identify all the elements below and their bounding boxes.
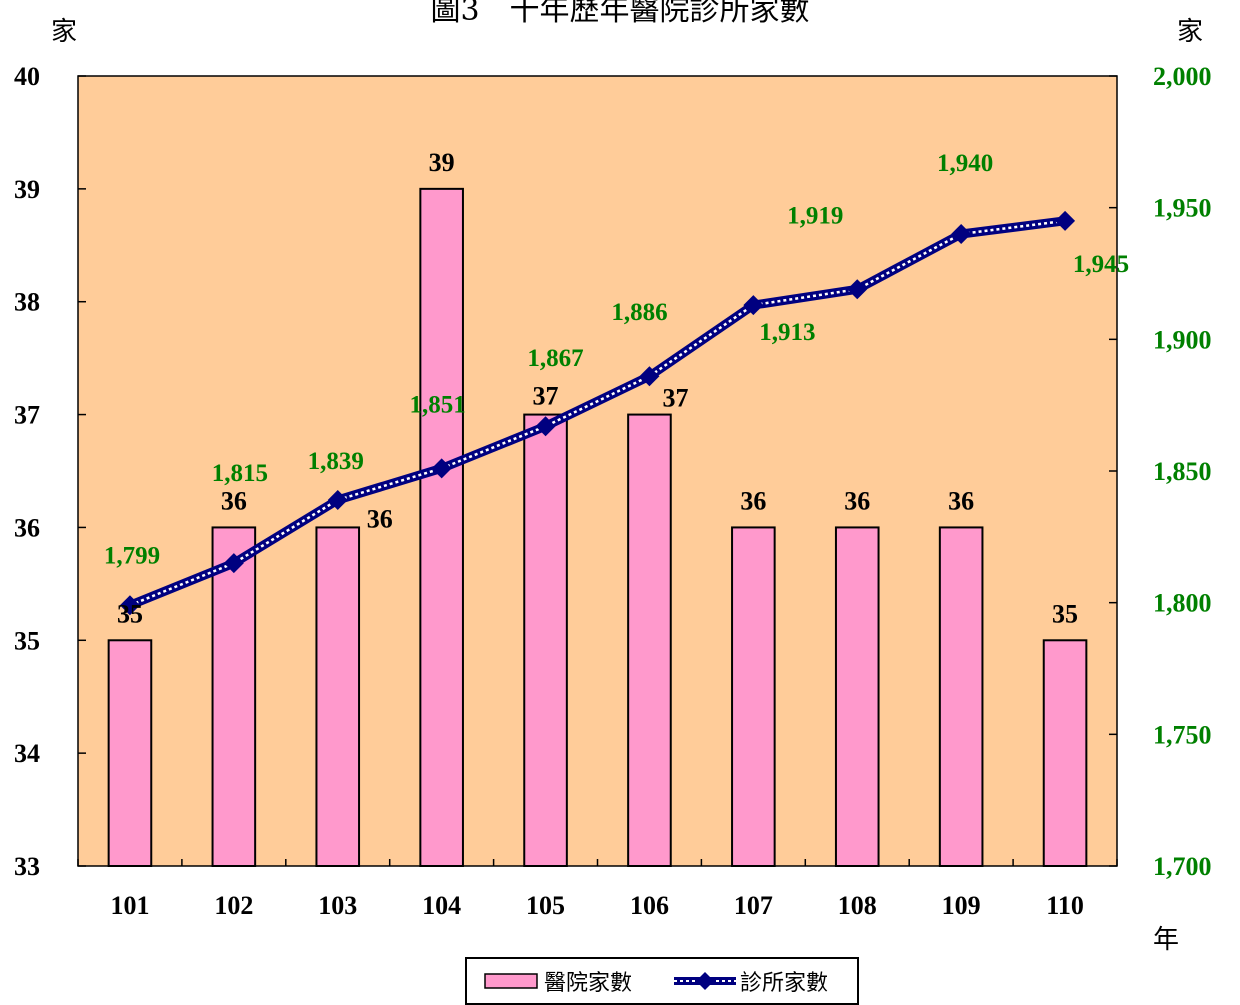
clinic-line-label: 1,913 bbox=[759, 319, 815, 346]
legend-swatch-hospital bbox=[484, 973, 538, 989]
right-tick-label: 1,700 bbox=[1153, 852, 1212, 881]
hospital-bar-label: 39 bbox=[429, 148, 455, 177]
chart-title: 圖3 十年歷年醫院診所家數 bbox=[430, 0, 809, 28]
clinic-line-label: 1,851 bbox=[410, 391, 466, 418]
x-axis-unit: 年 bbox=[1153, 925, 1179, 955]
left-tick-label: 37 bbox=[14, 401, 40, 430]
clinic-point-marker bbox=[1055, 210, 1076, 231]
clinic-line-label: 1,839 bbox=[308, 448, 364, 475]
x-tick-label: 103 bbox=[318, 891, 357, 920]
hospital-bar-label: 37 bbox=[662, 384, 688, 413]
x-tick-label: 102 bbox=[214, 891, 253, 920]
left-tick-label: 40 bbox=[14, 62, 40, 91]
legend-marker-clinic bbox=[696, 972, 714, 990]
hospital-bar bbox=[107, 639, 153, 867]
x-axis: 101 102 103 104 105 106 107 108 109 110 bbox=[77, 859, 1118, 920]
left-axis-unit: 家 bbox=[51, 17, 77, 47]
legend: 醫院家數 診所家數 bbox=[465, 957, 859, 1005]
right-axis: 1,700 1,750 1,800 1,850 1,900 1,950 2,000 bbox=[1109, 62, 1212, 881]
hospital-bar bbox=[315, 526, 361, 868]
left-tick-label: 38 bbox=[14, 288, 40, 317]
x-tick-label: 104 bbox=[422, 891, 461, 920]
hospital-bar bbox=[211, 526, 257, 868]
hospital-bar-label: 36 bbox=[948, 486, 974, 515]
right-tick-label: 1,900 bbox=[1153, 325, 1212, 354]
clinic-point-marker bbox=[431, 458, 452, 479]
hospital-bar-label: 36 bbox=[221, 486, 247, 515]
clinic-point-marker bbox=[743, 295, 764, 316]
hospital-bar bbox=[627, 413, 672, 867]
left-tick-label: 35 bbox=[14, 626, 40, 655]
hospital-bar bbox=[419, 187, 464, 868]
right-tick-label: 1,850 bbox=[1153, 457, 1212, 486]
x-tick-label: 110 bbox=[1046, 891, 1084, 920]
clinic-line-labels: 1,799 1,815 1,839 1,851 1,867 1,886 1,913 1,919… bbox=[104, 150, 1129, 569]
hospital-bar-label: 35 bbox=[117, 599, 143, 628]
clinic-line-label: 1,886 bbox=[611, 299, 667, 326]
hospital-bar bbox=[523, 413, 568, 867]
hospital-bar-label: 35 bbox=[1052, 599, 1078, 628]
legend-label-hospital: 醫院家數 bbox=[544, 971, 632, 996]
x-tick-label: 105 bbox=[526, 891, 565, 920]
clinic-point-marker bbox=[119, 595, 140, 616]
x-tick-label: 109 bbox=[942, 891, 981, 920]
x-tick-label: 106 bbox=[630, 891, 669, 920]
clinic-point-marker bbox=[847, 279, 868, 300]
x-tick-label: 108 bbox=[838, 891, 877, 920]
hospital-bar bbox=[731, 526, 776, 868]
clinic-line bbox=[119, 210, 1076, 616]
legend-label-clinic: 診所家數 bbox=[740, 971, 828, 996]
left-axis: 33 34 35 36 37 38 39 40 bbox=[14, 62, 86, 881]
hospital-bar-label: 36 bbox=[367, 504, 393, 533]
right-tick-label: 1,750 bbox=[1153, 720, 1212, 749]
clinic-line-label: 1,815 bbox=[212, 460, 268, 487]
x-tick-label: 107 bbox=[734, 891, 773, 920]
hospital-bar-label: 37 bbox=[533, 382, 559, 411]
clinic-line-label: 1,919 bbox=[787, 202, 843, 229]
clinic-line-label: 1,945 bbox=[1073, 251, 1129, 278]
clinic-line-label: 1,799 bbox=[104, 542, 160, 569]
hospital-bars bbox=[107, 187, 1088, 868]
right-tick-label: 1,950 bbox=[1153, 194, 1212, 223]
left-tick-label: 34 bbox=[14, 739, 40, 768]
hospital-bar-label: 36 bbox=[740, 486, 766, 515]
clinic-line-label: 1,940 bbox=[937, 150, 993, 177]
clinic-point-marker bbox=[951, 224, 972, 244]
right-tick-label: 2,000 bbox=[1153, 62, 1212, 91]
hospital-bar-label: 36 bbox=[844, 486, 870, 515]
clinic-line-dash bbox=[129, 219, 1066, 607]
hospital-bar-labels: 35 36 36 39 37 37 36 36 36 35 bbox=[117, 148, 1078, 628]
clinic-point-marker bbox=[223, 553, 244, 574]
left-tick-label: 36 bbox=[14, 513, 40, 542]
x-tick-label: 101 bbox=[110, 891, 149, 920]
left-tick-label: 33 bbox=[14, 852, 40, 881]
right-axis-unit: 家 bbox=[1177, 17, 1203, 47]
hospital-bar bbox=[834, 526, 880, 868]
hospital-bar bbox=[1042, 639, 1088, 867]
hospital-bar bbox=[938, 526, 984, 868]
clinic-point-marker bbox=[535, 416, 556, 437]
clinic-point-marker bbox=[639, 366, 660, 387]
left-tick-label: 39 bbox=[14, 175, 40, 204]
clinic-point-marker bbox=[327, 489, 348, 510]
clinic-line-label: 1,867 bbox=[527, 345, 583, 372]
right-tick-label: 1,800 bbox=[1153, 589, 1212, 618]
